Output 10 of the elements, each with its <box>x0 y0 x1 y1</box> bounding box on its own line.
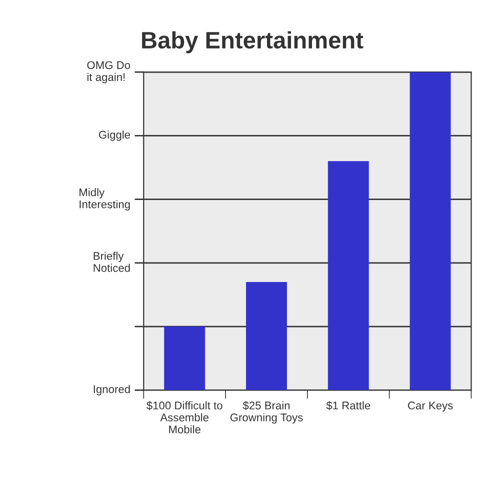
x-tick-label: Car Keys <box>408 402 453 412</box>
x-tick-label: $100 Difficult to Assemble Mobile <box>146 401 222 434</box>
chart-title: Baby Entertainment <box>142 31 364 54</box>
ref-line-label: Briefly Noticed <box>94 252 130 272</box>
x-tick-label: $25 Brain Growning Toys <box>230 401 303 424</box>
ref-line-label: Ignored <box>94 384 130 396</box>
x-tick-label: $1 Rattle <box>326 401 370 410</box>
ref-line-label: Giggle <box>98 130 130 141</box>
ref-line-label: Midly Interesting <box>80 188 130 210</box>
ref-line-label: OMG Do it again! <box>87 61 130 84</box>
